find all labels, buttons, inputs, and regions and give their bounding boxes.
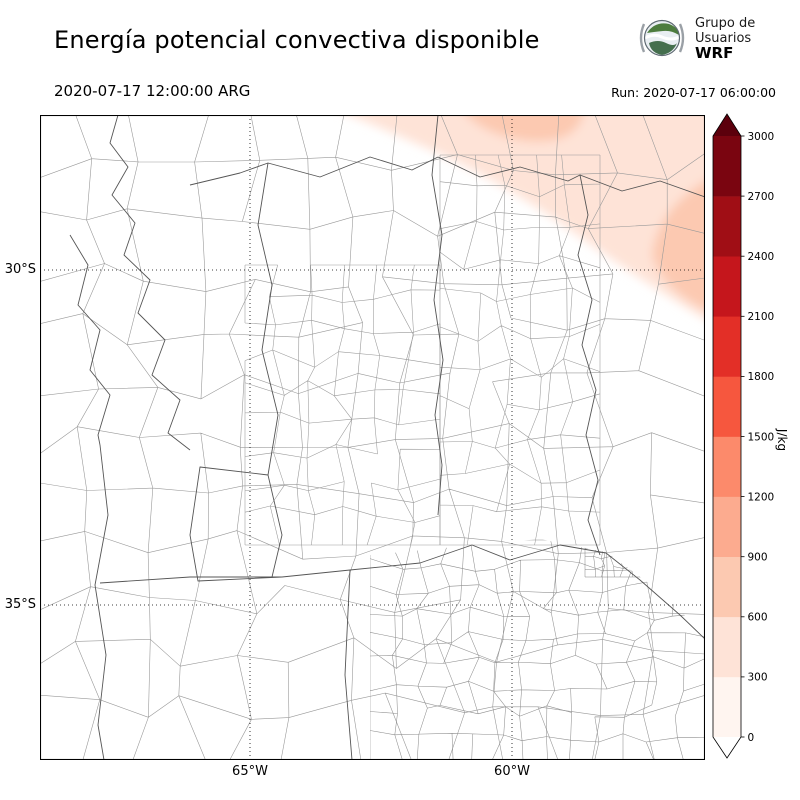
department-boundaries — [439, 154, 601, 546]
lat-label-35s: 35°S — [4, 597, 36, 612]
lon-label-60w: 60°W — [494, 764, 530, 779]
colorbar-under-arrow — [713, 737, 741, 758]
colorbar-tick-label: 2100 — [748, 311, 775, 323]
department-boundaries — [370, 539, 705, 760]
colorbar-segment — [713, 256, 741, 317]
colorbar-tick-label: 600 — [748, 612, 768, 624]
department-boundary-layer — [40, 115, 705, 760]
colorbar-tick-label: 0 — [748, 732, 755, 744]
wrf-logo-globe-icon — [639, 19, 685, 57]
colorbar-tick-label: 900 — [748, 552, 768, 564]
colorbar-tick-label: 2700 — [748, 191, 775, 203]
colorbar-segment — [713, 556, 741, 618]
map-canvas — [40, 115, 705, 760]
colorbar-segment — [713, 376, 741, 437]
colorbar-segment — [713, 136, 741, 197]
colorbar-tick-label: 1200 — [748, 491, 775, 503]
colorbar-tick-label: 2400 — [748, 251, 775, 263]
cape-region-600-east — [652, 181, 705, 310]
lat-label-30s: 30°S — [4, 262, 36, 277]
colorbar-segment — [713, 316, 741, 377]
map-border — [40, 115, 705, 760]
colorbar: 0 300 600 900 1200 1500 1800 2100 2400 2700 3000 J/… — [712, 113, 789, 759]
wrf-logo: Grupo de Usuarios WRF — [636, 12, 755, 64]
colorbar-segment — [713, 496, 741, 557]
department-boundaries — [244, 264, 441, 546]
page-title: Energía potencial convectiva disponible — [54, 26, 540, 54]
logo-text-wrf: WRF — [695, 43, 734, 62]
cape-region-600-top — [466, 115, 584, 142]
colorbar-unit-label: J/kg — [775, 428, 789, 451]
department-boundaries — [40, 115, 705, 760]
cape-region-300 — [349, 115, 705, 319]
cape-shading — [349, 115, 705, 319]
department-boundaries — [584, 539, 659, 578]
logo-text-line1: Grupo de — [695, 15, 756, 31]
colorbar-segment — [713, 676, 741, 738]
colorbar-tick-label: 3000 — [748, 131, 775, 143]
gridlines — [40, 115, 705, 760]
colorbar-tick-label: 300 — [748, 672, 768, 684]
colorbar-over-arrow — [713, 114, 741, 136]
colorbar-segment — [713, 436, 741, 497]
valid-time-label: 2020-07-17 12:00:00 ARG — [54, 82, 251, 100]
colorbar-segment — [713, 616, 741, 678]
colorbar-tick-label: 1500 — [748, 431, 775, 443]
lon-label-65w: 65°W — [232, 764, 268, 779]
logo-text-line2: Usuarios — [695, 30, 752, 46]
run-time-label: Run: 2020-07-17 06:00:00 — [611, 85, 776, 100]
colorbar-tick-label: 1800 — [748, 371, 775, 383]
colorbar-segment — [713, 196, 741, 257]
